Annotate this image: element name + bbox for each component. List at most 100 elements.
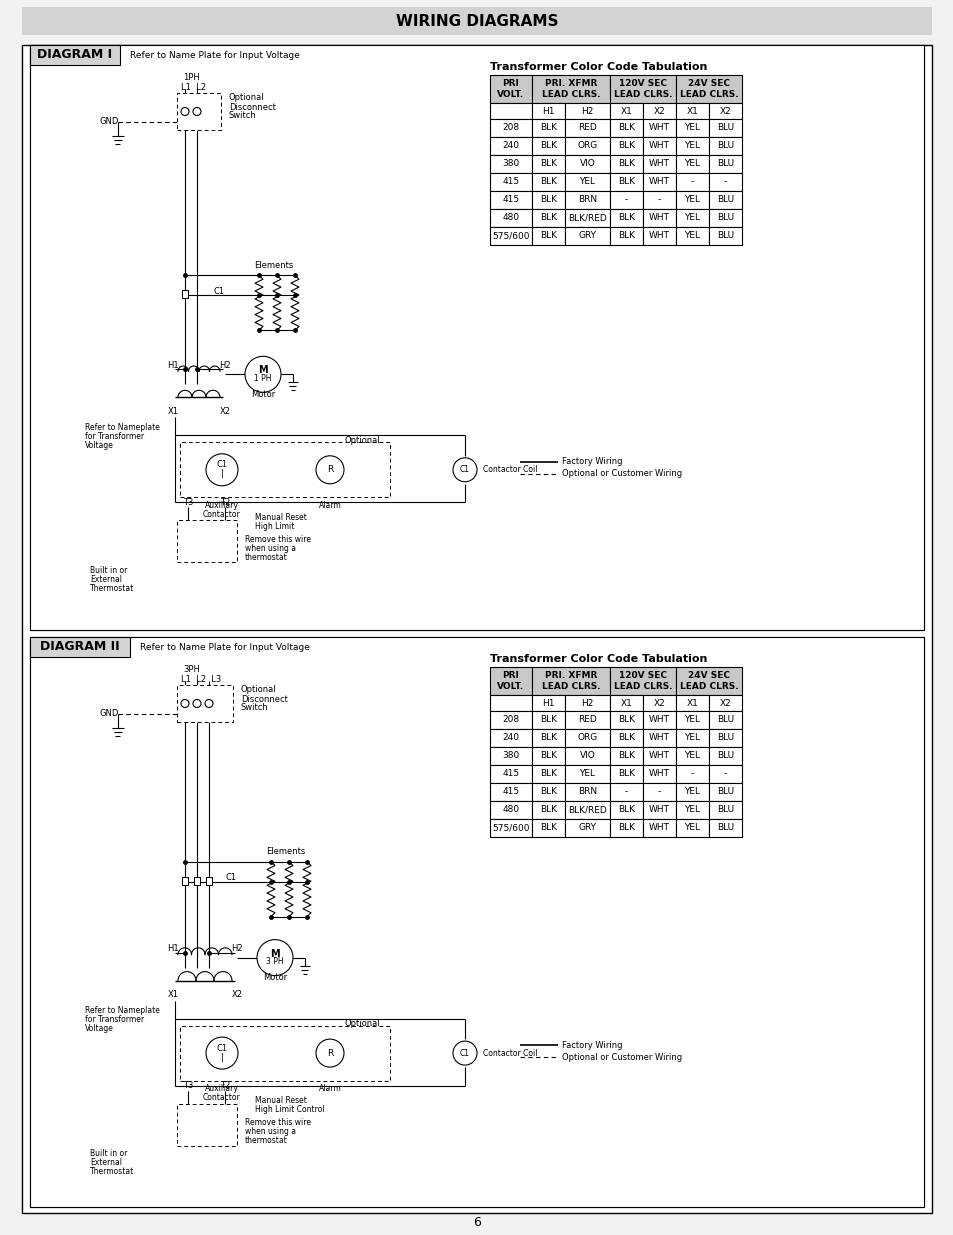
- Text: Contactor: Contactor: [203, 510, 240, 519]
- Text: X2: X2: [719, 106, 731, 116]
- Text: High Limit: High Limit: [254, 522, 294, 531]
- Text: Refer to Nameplate: Refer to Nameplate: [85, 1007, 160, 1015]
- Text: H2: H2: [580, 699, 593, 708]
- Text: 480: 480: [502, 214, 519, 222]
- Text: BRN: BRN: [578, 195, 597, 205]
- Text: C1: C1: [213, 287, 225, 296]
- Text: BLK: BLK: [618, 214, 635, 222]
- Text: BLK: BLK: [618, 159, 635, 168]
- Text: thermostat: thermostat: [245, 553, 288, 562]
- Circle shape: [453, 1041, 476, 1065]
- Text: PRI. XFMR
LEAD CLRS.: PRI. XFMR LEAD CLRS.: [541, 79, 599, 99]
- Text: WHT: WHT: [648, 734, 669, 742]
- Text: -: -: [723, 178, 726, 186]
- Text: YEL: YEL: [684, 824, 700, 832]
- Bar: [532, 75, 609, 103]
- Bar: [532, 191, 564, 209]
- Bar: [642, 103, 676, 119]
- Text: C1: C1: [459, 1049, 470, 1057]
- Bar: [490, 75, 532, 103]
- Text: External: External: [90, 574, 122, 584]
- Text: M: M: [270, 948, 279, 958]
- Bar: [642, 711, 676, 729]
- Bar: [490, 209, 532, 227]
- Text: Contactor Coil: Contactor Coil: [482, 1049, 537, 1057]
- Text: 208: 208: [502, 715, 519, 725]
- Bar: [676, 711, 708, 729]
- Circle shape: [181, 107, 189, 116]
- Bar: [642, 156, 676, 173]
- Text: when using a: when using a: [245, 1128, 295, 1136]
- Bar: [532, 137, 564, 156]
- Text: BLU: BLU: [717, 824, 733, 832]
- Text: External: External: [90, 1158, 122, 1167]
- Bar: [676, 173, 708, 191]
- Text: H2: H2: [580, 106, 593, 116]
- Text: Built in or: Built in or: [90, 566, 128, 574]
- Text: -: -: [624, 788, 627, 797]
- Text: Refer to Name Plate for Input Voltage: Refer to Name Plate for Input Voltage: [130, 51, 299, 59]
- Text: Remove this wire: Remove this wire: [245, 1118, 311, 1128]
- Circle shape: [206, 453, 237, 485]
- Text: 380: 380: [502, 752, 519, 761]
- Text: when using a: when using a: [245, 543, 295, 553]
- Text: Thermostat: Thermostat: [90, 1167, 134, 1176]
- Text: 575/600: 575/600: [492, 231, 529, 241]
- Bar: [609, 747, 642, 764]
- Bar: [609, 764, 642, 783]
- Text: H1: H1: [167, 361, 178, 369]
- Text: 3 PH: 3 PH: [266, 957, 283, 966]
- Bar: [532, 156, 564, 173]
- Bar: [564, 156, 609, 173]
- Bar: [532, 227, 564, 245]
- Text: BLK: BLK: [539, 142, 557, 151]
- Text: X1: X1: [686, 699, 698, 708]
- Text: H2: H2: [231, 944, 243, 953]
- Text: L1  L2: L1 L2: [181, 83, 206, 91]
- Text: 120V SEC
LEAD CLRS.: 120V SEC LEAD CLRS.: [613, 672, 672, 690]
- Text: 120V SEC
LEAD CLRS.: 120V SEC LEAD CLRS.: [613, 79, 672, 99]
- Text: 240: 240: [502, 734, 519, 742]
- Text: BLK: BLK: [539, 124, 557, 132]
- Text: DIAGRAM I: DIAGRAM I: [37, 48, 112, 62]
- Bar: [676, 119, 708, 137]
- Text: GRY: GRY: [578, 231, 596, 241]
- Text: Factory Wiring: Factory Wiring: [561, 1041, 622, 1050]
- Text: BLK: BLK: [539, 214, 557, 222]
- Text: RED: RED: [578, 715, 597, 725]
- Bar: [490, 711, 532, 729]
- Text: X1: X1: [168, 990, 178, 999]
- Bar: [708, 119, 741, 137]
- Text: 240: 240: [502, 142, 519, 151]
- Text: X1: X1: [686, 106, 698, 116]
- Text: WHT: WHT: [648, 769, 669, 778]
- Bar: [30, 637, 130, 657]
- Text: thermostat: thermostat: [245, 1136, 288, 1145]
- Bar: [642, 783, 676, 802]
- Bar: [609, 75, 676, 103]
- Text: Transformer Color Code Tabulation: Transformer Color Code Tabulation: [490, 62, 706, 72]
- Text: BLU: BLU: [717, 195, 733, 205]
- Bar: [490, 695, 532, 711]
- Text: WHT: WHT: [648, 124, 669, 132]
- Text: WHT: WHT: [648, 752, 669, 761]
- Bar: [564, 695, 609, 711]
- Text: Refer to Nameplate: Refer to Nameplate: [85, 422, 160, 432]
- Text: WHT: WHT: [648, 824, 669, 832]
- Bar: [490, 227, 532, 245]
- Text: X1: X1: [619, 699, 632, 708]
- Text: Optional or Customer Wiring: Optional or Customer Wiring: [561, 1052, 681, 1062]
- Text: BLK: BLK: [539, 734, 557, 742]
- Text: YEL: YEL: [684, 124, 700, 132]
- Bar: [676, 156, 708, 173]
- Bar: [532, 819, 564, 837]
- Text: BLK: BLK: [539, 824, 557, 832]
- Text: High Limit Control: High Limit Control: [254, 1105, 324, 1114]
- Circle shape: [315, 456, 344, 484]
- Text: -: -: [690, 178, 694, 186]
- Bar: [708, 173, 741, 191]
- Bar: [564, 802, 609, 819]
- Bar: [182, 290, 188, 299]
- Bar: [532, 103, 564, 119]
- Text: BLK: BLK: [539, 178, 557, 186]
